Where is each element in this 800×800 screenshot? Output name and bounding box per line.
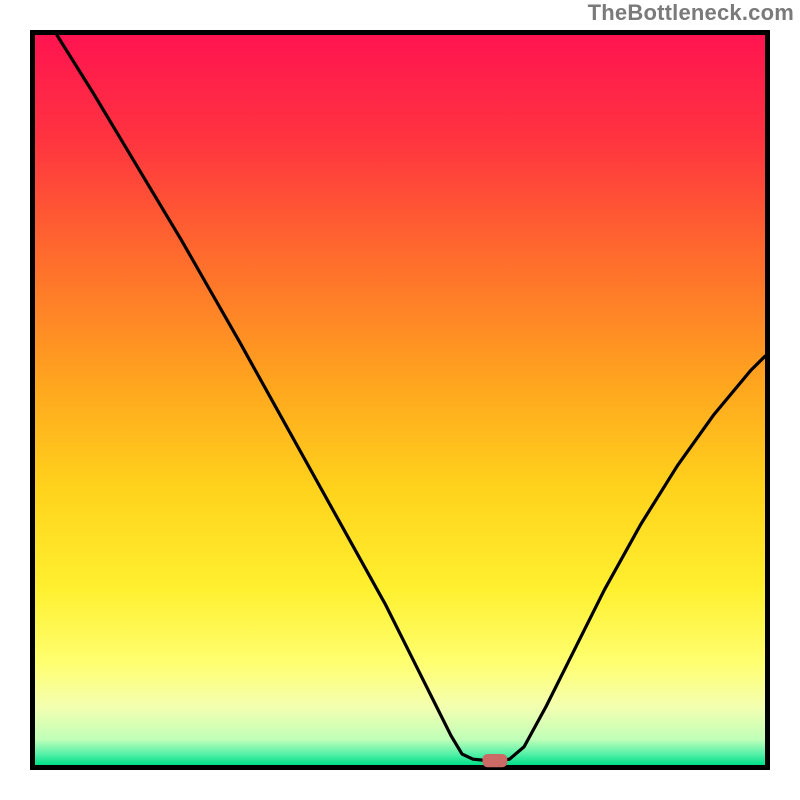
plot-background-gradient (35, 35, 765, 765)
bottleneck-chart (0, 0, 800, 800)
bottleneck-marker (482, 754, 507, 767)
watermark-label: TheBottleneck.com (588, 0, 794, 26)
